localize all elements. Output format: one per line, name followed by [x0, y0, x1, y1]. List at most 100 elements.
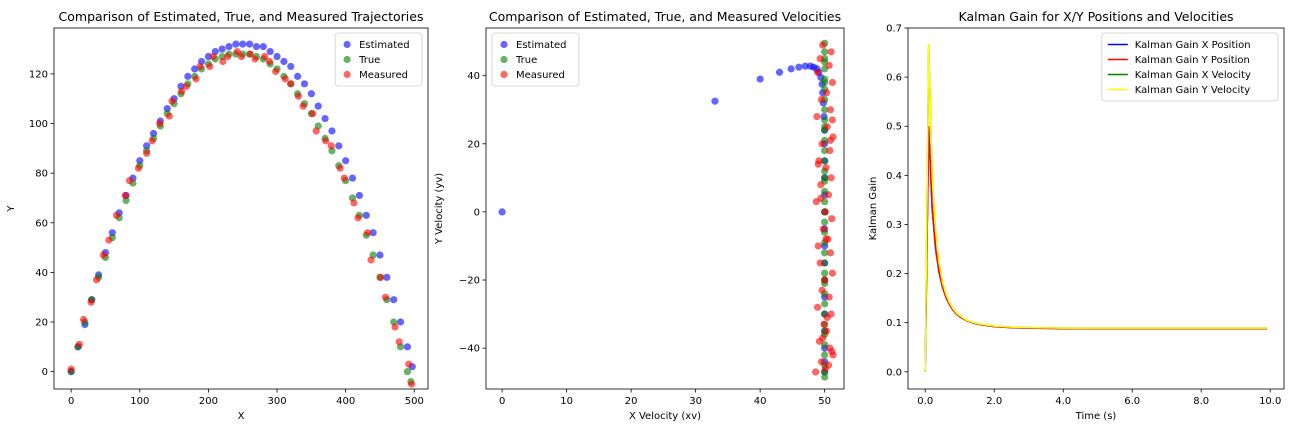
data-point-measured [156, 119, 164, 128]
data-point-measured [826, 106, 835, 114]
data-point-measured [354, 214, 362, 222]
data-point-estimated [287, 62, 295, 71]
data-point-estimated [369, 229, 377, 237]
data-point-measured [165, 112, 173, 120]
legend-label: Kalman Gain X Velocity [1135, 70, 1251, 81]
series-line-1 [924, 126, 1267, 372]
data-point-estimated [266, 47, 274, 56]
data-point-estimated [403, 343, 412, 351]
legend-label: Estimated [359, 40, 410, 51]
data-point-measured [233, 47, 241, 56]
data-point-estimated [314, 102, 322, 110]
data-point-measured [67, 365, 75, 373]
data-point-measured [822, 89, 831, 97]
data-point-measured [817, 194, 825, 202]
data-point-true [821, 269, 829, 277]
data-point-measured [178, 87, 186, 95]
data-point-measured [814, 242, 822, 250]
legend: Estimated True Measured [334, 32, 423, 87]
data-point-measured [822, 327, 831, 335]
data-point-measured [99, 251, 108, 259]
series-line-3 [924, 44, 1267, 372]
data-point-measured [237, 52, 245, 61]
data-point-measured [816, 55, 824, 63]
y-axis-label: Kalman Gain [868, 177, 879, 241]
chart-title: Comparison of Estimated, True, and Measu… [489, 9, 841, 24]
data-point-estimated [184, 72, 192, 80]
data-point-measured [819, 334, 827, 342]
data-point-measured [813, 112, 821, 121]
legend-marker [343, 70, 351, 79]
data-point-estimated [756, 75, 764, 83]
data-point-estimated [328, 127, 336, 135]
data-point-measured [327, 142, 335, 150]
data-point-measured [407, 380, 416, 388]
plot-area [907, 27, 1285, 390]
data-point-measured [125, 176, 134, 185]
data-point-estimated [307, 90, 315, 98]
legend: Estimated True Measured [491, 32, 580, 87]
x-tick-label: 100 [130, 396, 149, 407]
x-axis-label: X Velocity (xv) [629, 411, 701, 422]
data-point-measured [148, 137, 156, 145]
data-point-estimated [795, 63, 803, 71]
y-tick-label: 40 [467, 71, 480, 82]
data-point-true [821, 341, 829, 349]
data-point-measured [828, 116, 836, 124]
data-point-measured [168, 97, 176, 105]
data-point-estimated [225, 43, 233, 51]
data-point-measured [817, 181, 825, 189]
x-tick-label: 10.0 [1259, 396, 1281, 407]
x-tick-label: 8.0 [1193, 396, 1209, 407]
data-point-estimated [136, 157, 144, 165]
y-tick-label: 80 [35, 169, 48, 180]
data-point-measured [817, 358, 826, 366]
legend-label: Estimated [516, 40, 567, 51]
legend-label: True [358, 55, 380, 66]
data-point-measured [287, 80, 295, 88]
data-point-measured [336, 164, 344, 172]
data-point-true [821, 373, 829, 381]
data-point-estimated [239, 40, 247, 48]
data-point-measured [818, 286, 826, 294]
data-point-measured [367, 256, 375, 264]
x-tick-label: 6.0 [1124, 396, 1140, 407]
x-tick-label: 300 [267, 396, 286, 407]
data-point-measured [75, 340, 83, 348]
legend-marker [500, 55, 508, 64]
y-tick-label: 0.3 [886, 220, 902, 231]
data-point-measured [828, 215, 836, 223]
data-point-estimated [801, 62, 809, 70]
data-point-estimated [376, 251, 384, 259]
data-point-measured [299, 102, 307, 110]
data-point-measured [821, 276, 829, 284]
y-tick-label: 60 [35, 218, 48, 229]
data-point-estimated [362, 211, 370, 219]
data-point-measured [294, 92, 302, 100]
data-point-measured [87, 298, 95, 306]
data-point-measured [92, 276, 101, 284]
data-point-estimated [396, 318, 405, 326]
data-point-measured [828, 78, 836, 87]
data-point-measured [820, 320, 828, 328]
data-point-estimated [300, 80, 309, 88]
data-point-measured [381, 293, 390, 301]
data-point-measured [818, 140, 826, 148]
y-tick-label: 0.0 [886, 367, 902, 378]
y-tick-label: 0.7 [886, 24, 902, 35]
data-point-estimated [787, 65, 795, 73]
x-axis-label: X [238, 411, 245, 422]
data-point-measured [813, 303, 822, 311]
data-point-measured [395, 338, 403, 346]
data-point-measured [312, 127, 320, 135]
x-tick-label: 400 [336, 396, 355, 407]
x-tick-label: 2.0 [986, 396, 1002, 407]
y-tick-label: 0.1 [886, 318, 902, 329]
x-tick-label: 0 [68, 396, 74, 407]
series-line-0 [924, 126, 1267, 372]
legend-marker [500, 40, 508, 49]
y-axis-label: Y Velocity (yv) [434, 173, 445, 245]
data-point-true [821, 106, 829, 114]
x-axis-label: Time (s) [1075, 411, 1117, 422]
